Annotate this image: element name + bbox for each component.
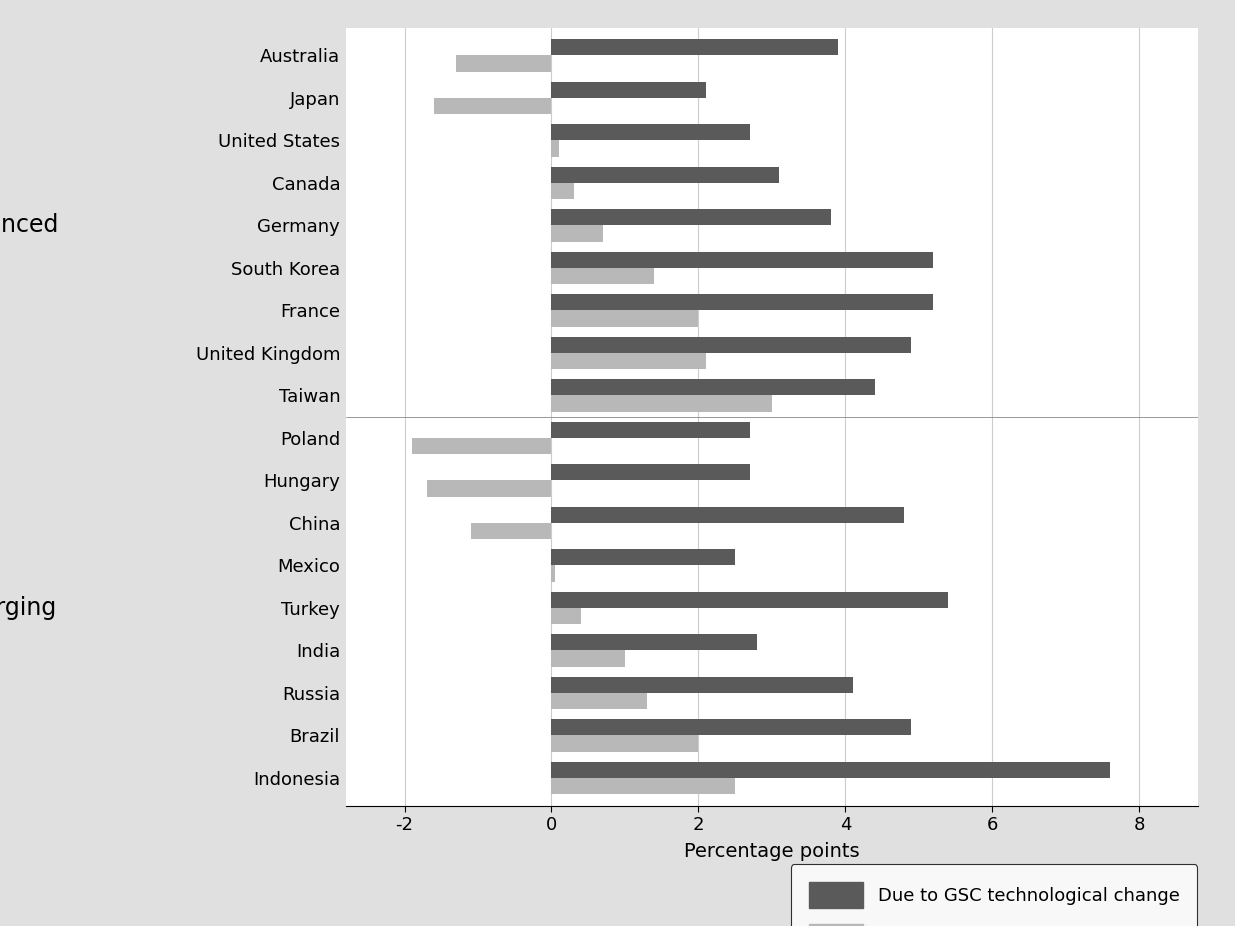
Bar — [552, 380, 874, 395]
Bar — [433, 98, 552, 114]
Bar — [552, 294, 934, 310]
Bar — [552, 124, 750, 141]
Bar — [552, 422, 750, 438]
Bar — [552, 549, 735, 566]
Bar — [471, 523, 552, 539]
Bar — [552, 778, 735, 795]
Bar — [552, 252, 934, 268]
Bar — [552, 167, 779, 183]
Bar — [552, 762, 1110, 778]
Bar — [552, 337, 911, 353]
Text: Advanced: Advanced — [0, 213, 59, 237]
Bar — [552, 183, 573, 199]
Bar — [552, 592, 948, 608]
Bar — [552, 650, 625, 667]
Bar — [456, 56, 552, 71]
Bar — [552, 677, 852, 693]
Bar — [552, 209, 831, 225]
Bar — [552, 566, 556, 582]
Bar — [552, 634, 757, 650]
Bar — [552, 720, 911, 735]
Bar — [426, 481, 552, 496]
X-axis label: Percentage points: Percentage points — [684, 843, 860, 861]
Bar — [552, 353, 705, 369]
Bar — [552, 81, 705, 98]
Bar — [552, 464, 750, 481]
Legend: Due to GSC technological change, Due to task relocation: Due to GSC technological change, Due to … — [790, 864, 1198, 926]
Bar — [552, 693, 647, 709]
Bar — [552, 39, 839, 56]
Bar — [412, 438, 552, 454]
Bar — [552, 225, 603, 242]
Bar — [552, 395, 772, 411]
Bar — [552, 608, 580, 624]
Bar — [552, 507, 904, 523]
Text: Emerging: Emerging — [0, 596, 57, 620]
Bar — [552, 735, 699, 752]
Bar — [552, 268, 655, 284]
Bar — [552, 310, 699, 327]
Bar — [552, 141, 559, 156]
